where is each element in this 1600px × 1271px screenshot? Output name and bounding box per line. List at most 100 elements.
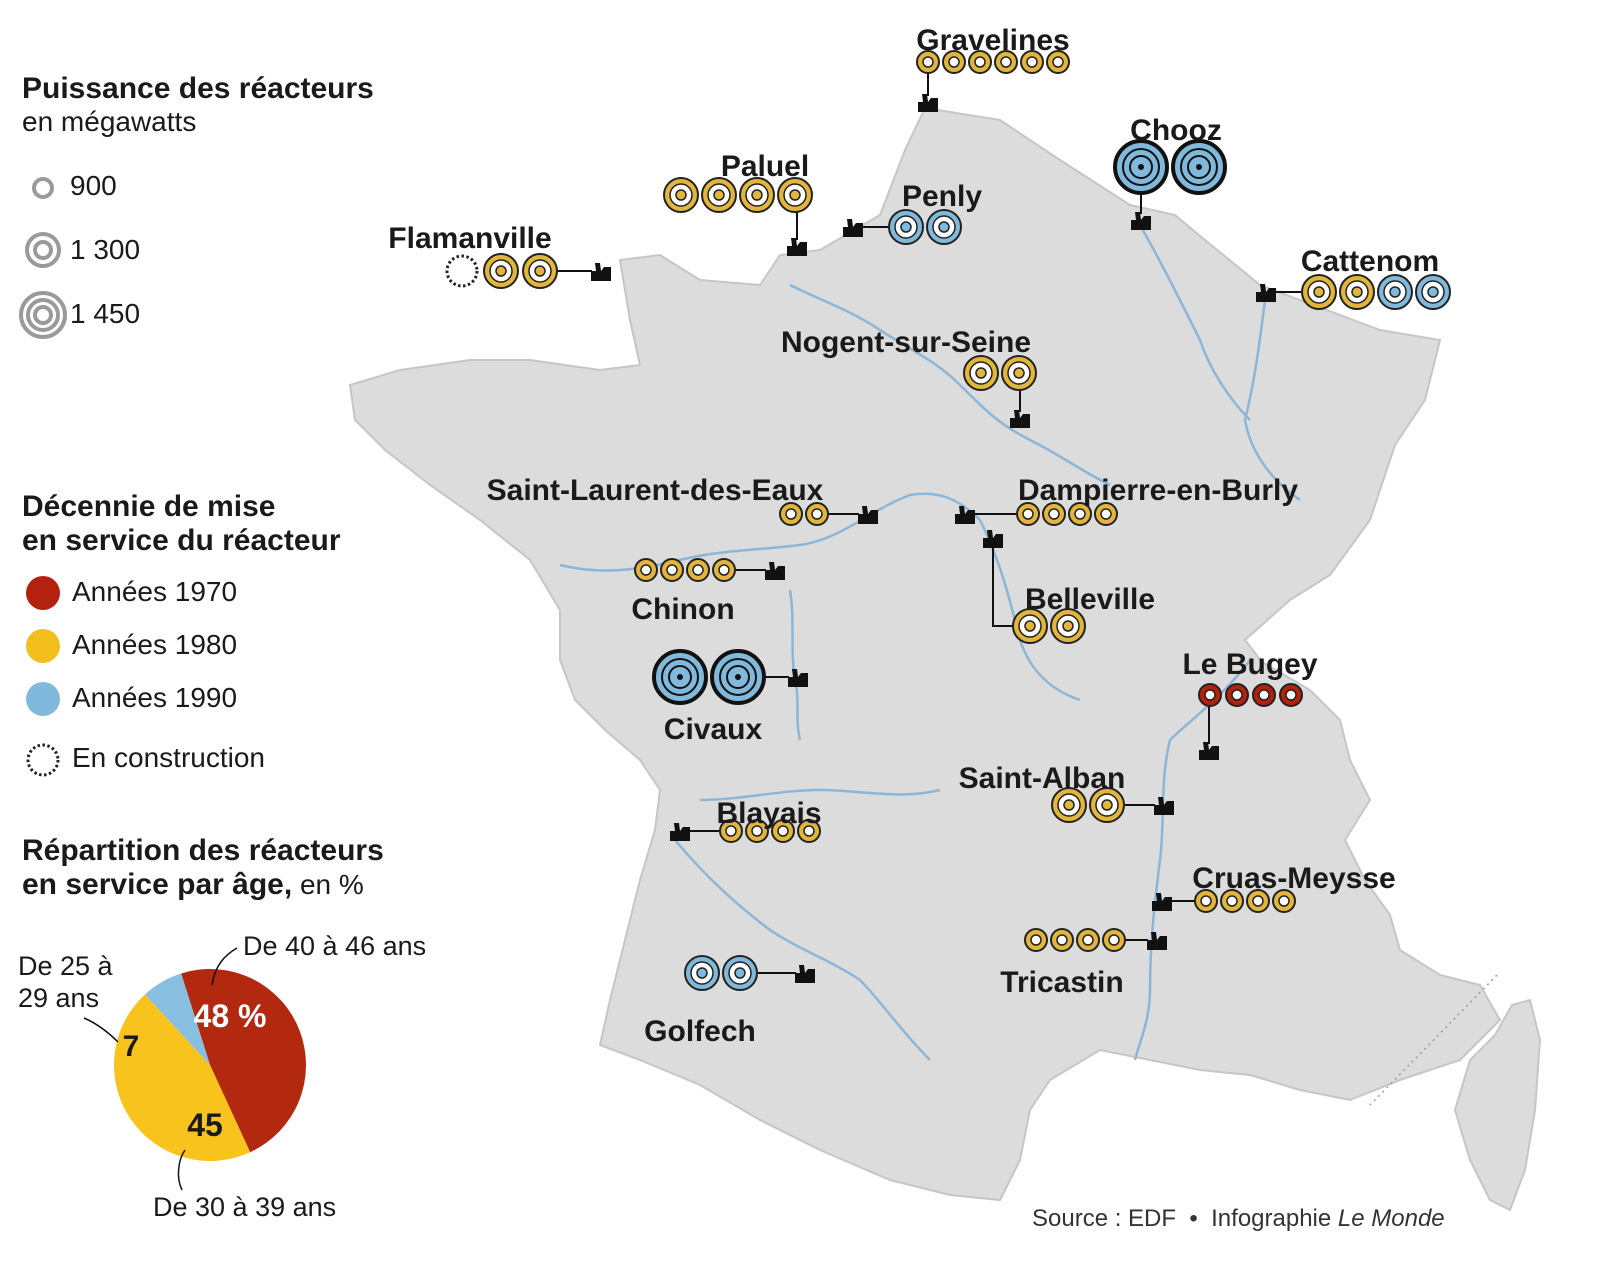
power-plant-icon — [1131, 212, 1151, 230]
reactor-icon — [926, 209, 962, 245]
source-text: Source : EDF — [1032, 1205, 1177, 1232]
power-plant-icon — [1010, 410, 1030, 428]
reactor-icon — [777, 177, 813, 213]
site-flamanville: Flamanville — [388, 222, 611, 289]
site-label: Civaux — [664, 713, 763, 746]
reactor-icon — [652, 649, 708, 705]
power-plant-icon — [1256, 284, 1276, 302]
site-chooz: Chooz — [1113, 114, 1227, 230]
pie-category-25-29: De 25 à 29 ans — [18, 951, 114, 1013]
river-dordogne — [699, 788, 941, 802]
legend-age-title-2: en service par âge, en % — [22, 868, 364, 902]
reactor-icon — [1220, 889, 1244, 913]
reactor-icon — [522, 253, 558, 289]
reactor-icon — [1198, 683, 1222, 707]
reactor-icon — [994, 50, 1018, 74]
reactor-icon — [1089, 787, 1125, 823]
reactor-icon — [1279, 683, 1303, 707]
reactor-icon — [779, 502, 803, 526]
credit-prefix: Infographie — [1211, 1205, 1338, 1232]
reactor-icon — [1050, 608, 1086, 644]
site-saint-alban: Saint-Alban — [959, 762, 1174, 823]
legend-power-1450: 1 450 — [70, 298, 141, 329]
legend-age-title-2-bold: en service par âge, — [22, 868, 293, 901]
site-label: Saint-Alban — [959, 762, 1126, 795]
reactor-icon — [739, 177, 775, 213]
legend-construction-swatch — [26, 743, 60, 777]
pie-category-30-39: De 30 à 39 ans — [153, 1192, 336, 1222]
reactor-icon — [1051, 787, 1087, 823]
legend-construction: En construction — [72, 742, 265, 773]
reactor-icon — [916, 50, 940, 74]
reactor-icon — [797, 819, 821, 843]
site-gravelines: Gravelines — [916, 24, 1070, 112]
site-connector — [992, 548, 1013, 627]
legend-age-title-2-rest: en % — [292, 869, 364, 900]
power-plant-icon — [983, 530, 1003, 548]
reactor-icon — [1415, 274, 1451, 310]
site-label: Cruas-Meysse — [1192, 862, 1395, 895]
legend-decade-swatch — [26, 682, 60, 716]
power-plant-icon — [1199, 742, 1219, 760]
reactor-icon — [722, 955, 758, 991]
reactor-icon — [1024, 928, 1048, 952]
site-le-bugey: Le Bugey — [1182, 648, 1318, 760]
site-label: Paluel — [721, 150, 809, 183]
site-label: Penly — [902, 180, 982, 213]
power-plant-icon — [955, 506, 975, 524]
credit-le-monde: Le Monde — [1337, 1205, 1445, 1232]
site-label: Golfech — [644, 1015, 756, 1048]
legend-decade-1970: Années 1970 — [72, 576, 238, 607]
power-plant-icon — [918, 94, 938, 112]
site-blayais: Blayais — [670, 797, 822, 843]
power-plant-icon — [1152, 893, 1172, 911]
reactor-icon — [1068, 502, 1092, 526]
reactor-icon — [1225, 683, 1249, 707]
power-plant-icon — [787, 238, 807, 256]
reactor-icon — [1042, 502, 1066, 526]
site-dampierre-en-burly: Dampierre-en-Burly — [955, 474, 1298, 526]
reactor-icon — [1301, 274, 1337, 310]
site-label: Dampierre-en-Burly — [1018, 474, 1298, 507]
reactor-icon — [1194, 889, 1218, 913]
pie-leader — [83, 1017, 119, 1043]
river-meuse — [1138, 224, 1251, 421]
power-plant-icon — [788, 669, 808, 687]
reactor-icon — [1046, 50, 1070, 74]
reactor-icon — [1113, 139, 1169, 195]
site-cruas-meysse: Cruas-Meysse — [1152, 862, 1396, 913]
reactor-icon — [445, 254, 479, 288]
reactor-icon — [1102, 928, 1126, 952]
legend-decade-title-2: en service du réacteur — [22, 524, 341, 557]
pie-slice — [144, 973, 210, 1065]
reactor-icon — [968, 50, 992, 74]
site-paluel: Paluel — [663, 150, 813, 256]
river-moselle — [1243, 299, 1301, 502]
site-label: Nogent-sur-Seine — [781, 326, 1031, 359]
legend-power-title: Puissance des réacteurs — [22, 72, 374, 105]
pie-value-7: 7 — [123, 1030, 140, 1063]
legend-power-subtitle: en mégawatts — [22, 106, 197, 137]
site-nogent-sur-seine: Nogent-sur-Seine — [781, 326, 1037, 428]
site-cattenom: Cattenom — [1256, 245, 1451, 310]
legend-power-symbol — [32, 177, 54, 199]
site-label: Gravelines — [916, 24, 1069, 57]
nuclear-sites: Gravelines Paluel Penly Chooz Flamanville Cat… — [388, 24, 1451, 1048]
reactor-icon — [634, 558, 658, 582]
river-rhone — [1133, 659, 1251, 1061]
reactor-icon — [686, 558, 710, 582]
reactor-icon — [1012, 608, 1048, 644]
site-tricastin: Tricastin — [1000, 928, 1167, 999]
site-label: Saint-Laurent-des-Eaux — [487, 474, 824, 507]
legend-symbols — [19, 177, 67, 777]
legend-decade-swatch — [26, 576, 60, 610]
site-belleville: Belleville — [983, 530, 1155, 644]
reactor-icon — [771, 819, 795, 843]
pie-value-48: 48 % — [194, 998, 267, 1034]
power-plant-icon — [591, 263, 611, 281]
reactor-icon — [1020, 50, 1044, 74]
pie-leader — [177, 1149, 186, 1191]
legend-power-1300: 1 300 — [70, 234, 141, 265]
site-label: Chinon — [631, 593, 734, 626]
